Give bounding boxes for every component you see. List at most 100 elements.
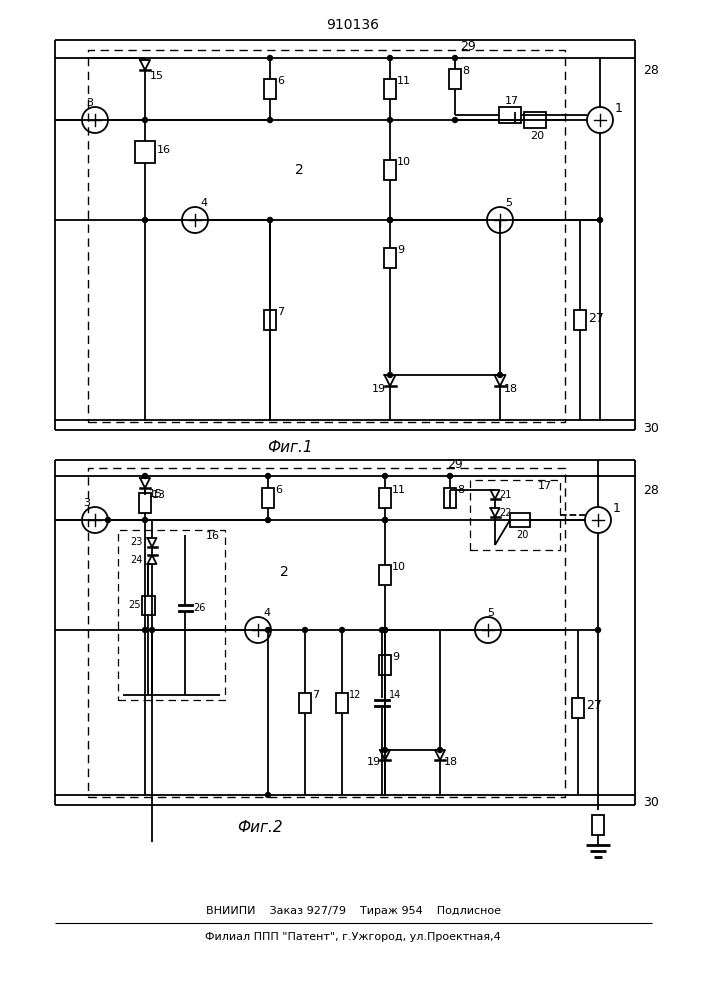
- Bar: [510, 513, 530, 527]
- Circle shape: [143, 474, 148, 479]
- Text: 15: 15: [149, 489, 163, 499]
- Bar: [141, 595, 155, 614]
- Circle shape: [105, 518, 110, 522]
- Circle shape: [339, 628, 344, 633]
- Text: 16: 16: [157, 145, 171, 155]
- Circle shape: [266, 518, 271, 522]
- Bar: [264, 79, 276, 99]
- Bar: [499, 107, 521, 123]
- Text: 6: 6: [277, 76, 284, 86]
- Text: 30: 30: [643, 796, 659, 810]
- Circle shape: [597, 218, 602, 223]
- Circle shape: [303, 628, 308, 633]
- Circle shape: [595, 628, 600, 633]
- Circle shape: [382, 748, 387, 752]
- Bar: [379, 565, 391, 585]
- Text: 17: 17: [538, 481, 552, 491]
- Text: 9: 9: [397, 245, 404, 255]
- Text: 19: 19: [367, 757, 381, 767]
- Bar: [574, 310, 586, 330]
- Text: 6: 6: [275, 485, 282, 495]
- Text: 17: 17: [505, 96, 519, 106]
- Text: 1: 1: [613, 502, 621, 514]
- Text: 8: 8: [462, 66, 469, 76]
- Text: 5: 5: [505, 198, 512, 208]
- Text: 5: 5: [488, 608, 494, 618]
- Text: 4: 4: [200, 198, 207, 208]
- Text: 1: 1: [615, 102, 623, 114]
- Circle shape: [267, 55, 272, 60]
- Bar: [139, 493, 151, 513]
- Circle shape: [382, 518, 387, 522]
- Circle shape: [266, 474, 271, 479]
- Text: 11: 11: [397, 76, 411, 86]
- Circle shape: [387, 218, 392, 223]
- Bar: [384, 79, 396, 99]
- Circle shape: [149, 628, 155, 633]
- Text: 26: 26: [193, 603, 205, 613]
- Text: 10: 10: [392, 562, 406, 572]
- Text: 18: 18: [444, 757, 458, 767]
- Circle shape: [143, 117, 148, 122]
- Circle shape: [382, 474, 387, 479]
- Circle shape: [267, 218, 272, 223]
- Text: Фиг.2: Фиг.2: [237, 820, 283, 834]
- Circle shape: [452, 117, 457, 122]
- Text: 28: 28: [643, 64, 659, 77]
- Circle shape: [387, 372, 392, 377]
- Bar: [572, 698, 584, 718]
- Bar: [379, 655, 391, 675]
- Text: 22: 22: [499, 508, 511, 518]
- Text: 2: 2: [295, 163, 304, 177]
- Text: ВНИИПИ    Заказ 927/79    Тираж 954    Подлисное: ВНИИПИ Заказ 927/79 Тираж 954 Подлисное: [206, 906, 501, 916]
- Bar: [264, 310, 276, 330]
- Text: 3: 3: [86, 98, 93, 108]
- Text: 4: 4: [263, 608, 270, 618]
- Circle shape: [143, 218, 148, 223]
- Text: 2: 2: [280, 565, 288, 579]
- Text: 27: 27: [588, 312, 604, 324]
- Text: 9: 9: [392, 652, 399, 662]
- Bar: [135, 141, 155, 163]
- Text: 23: 23: [130, 537, 142, 547]
- Circle shape: [498, 372, 503, 377]
- Text: 29: 29: [447, 458, 463, 471]
- Circle shape: [266, 792, 271, 798]
- Text: 27: 27: [586, 699, 602, 712]
- Bar: [524, 112, 546, 128]
- Bar: [592, 815, 604, 835]
- Circle shape: [387, 117, 392, 122]
- Text: 16: 16: [206, 531, 220, 541]
- Circle shape: [438, 748, 443, 752]
- Circle shape: [387, 218, 392, 223]
- Text: 7: 7: [277, 307, 284, 317]
- Text: 7: 7: [312, 690, 319, 700]
- Circle shape: [382, 628, 387, 633]
- Circle shape: [143, 518, 148, 522]
- Text: 14: 14: [389, 690, 402, 700]
- Circle shape: [387, 55, 392, 60]
- Text: 18: 18: [504, 384, 518, 394]
- Bar: [444, 488, 456, 508]
- Text: 13: 13: [152, 490, 166, 500]
- Text: 21: 21: [499, 490, 511, 500]
- Text: 11: 11: [392, 485, 406, 495]
- Text: 15: 15: [150, 71, 164, 81]
- Text: 910136: 910136: [327, 18, 380, 32]
- Circle shape: [380, 628, 385, 633]
- Text: 19: 19: [372, 384, 386, 394]
- Circle shape: [382, 628, 387, 633]
- Circle shape: [266, 628, 271, 633]
- Text: 30: 30: [643, 422, 659, 434]
- Text: 20: 20: [530, 131, 544, 141]
- Bar: [262, 488, 274, 508]
- Bar: [336, 692, 348, 712]
- Bar: [384, 248, 396, 268]
- Text: Фиг.1: Фиг.1: [267, 440, 312, 456]
- Text: 24: 24: [130, 555, 142, 565]
- Text: Филиал ППП "Патент", г.Ужгород, ул.Проектная,4: Филиал ППП "Патент", г.Ужгород, ул.Проек…: [205, 932, 501, 942]
- Circle shape: [382, 628, 387, 633]
- Circle shape: [382, 518, 387, 522]
- Bar: [384, 160, 396, 180]
- Text: 3: 3: [83, 498, 90, 508]
